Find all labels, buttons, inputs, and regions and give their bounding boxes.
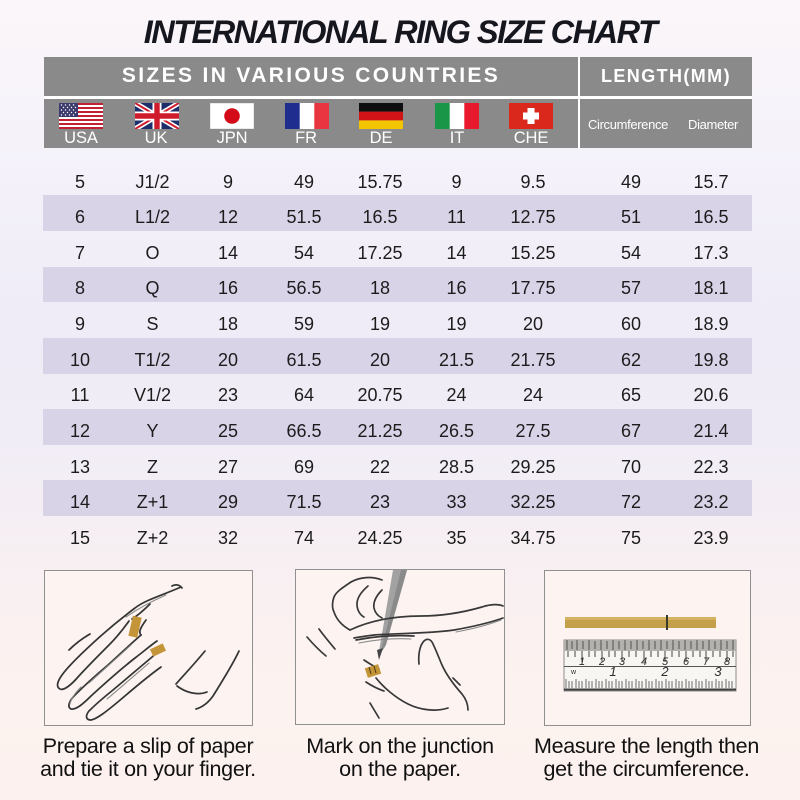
svg-text:6: 6 [683, 656, 690, 668]
svg-text:1: 1 [609, 664, 616, 679]
svg-text:5: 5 [662, 656, 669, 668]
svg-text:2: 2 [660, 664, 669, 679]
svg-text:1: 1 [579, 656, 585, 668]
svg-text:4: 4 [641, 656, 647, 668]
svg-text:w: w [570, 669, 577, 676]
svg-text:3: 3 [619, 656, 626, 668]
svg-text:8: 8 [724, 656, 731, 668]
svg-text:2: 2 [598, 656, 605, 668]
svg-text:3: 3 [714, 664, 722, 679]
svg-text:7: 7 [703, 656, 710, 668]
